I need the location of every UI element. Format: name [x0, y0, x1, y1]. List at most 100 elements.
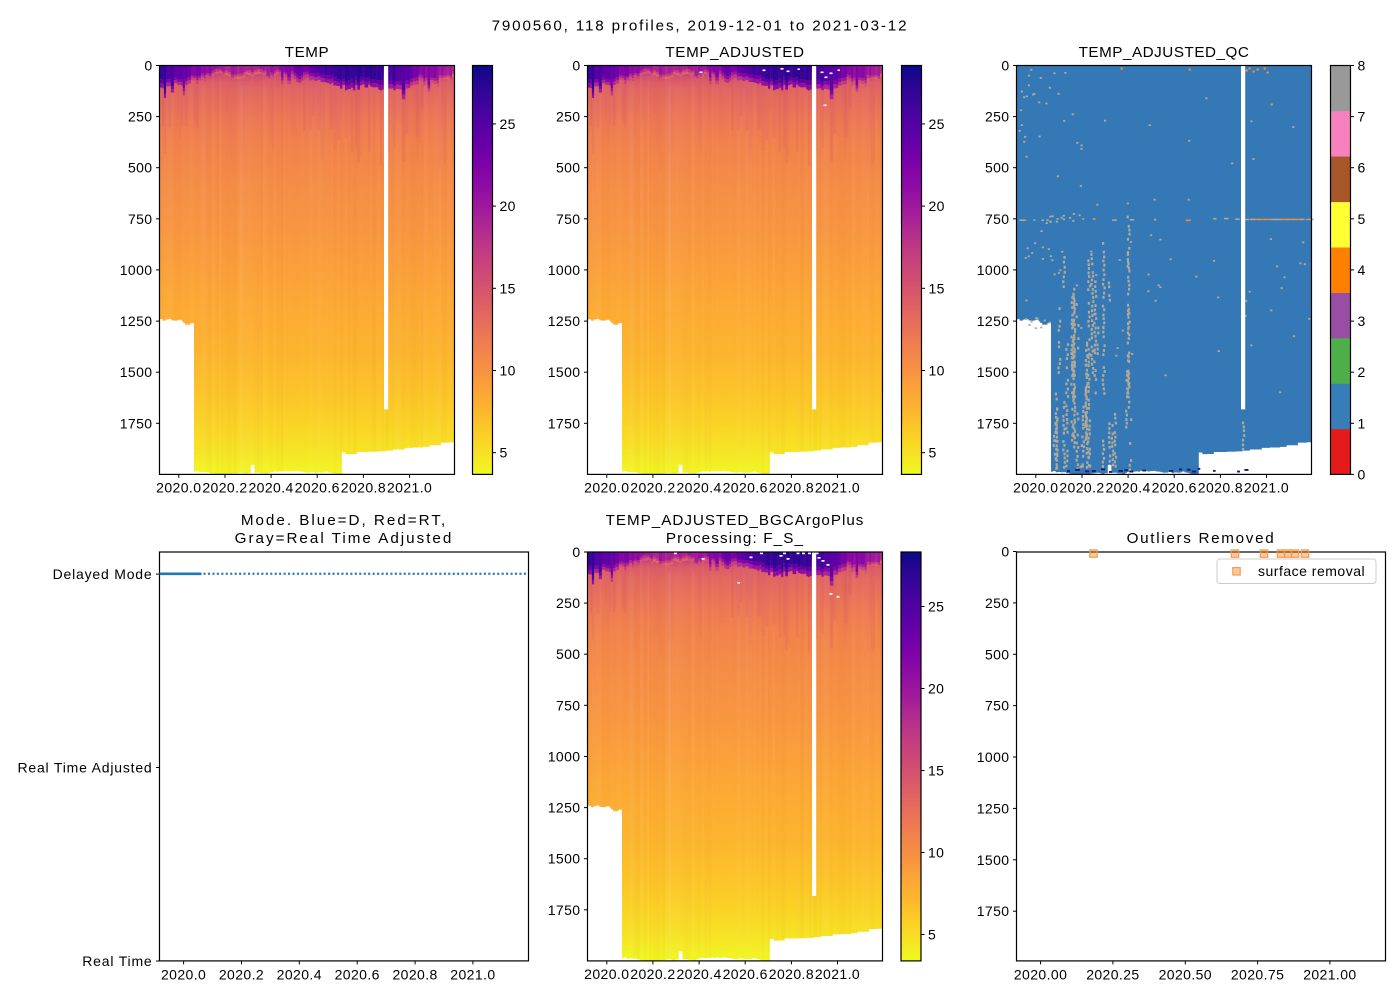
svg-text:5: 5 — [1358, 211, 1366, 227]
svg-text:TEMP_ADJUSTED_QC: TEMP_ADJUSTED_QC — [1079, 44, 1250, 61]
svg-text:5: 5 — [928, 927, 936, 943]
svg-text:2020.4: 2020.4 — [676, 480, 721, 496]
svg-text:4: 4 — [1358, 262, 1366, 278]
svg-text:Real Time Adjusted: Real Time Adjusted — [17, 760, 152, 776]
svg-text:2021.0: 2021.0 — [815, 480, 860, 496]
svg-text:250: 250 — [128, 109, 153, 125]
svg-text:2020.8: 2020.8 — [769, 480, 814, 496]
svg-text:7: 7 — [1358, 109, 1366, 125]
svg-text:2020.6: 2020.6 — [723, 966, 768, 982]
svg-text:1250: 1250 — [548, 800, 581, 816]
svg-text:TEMP: TEMP — [285, 44, 330, 61]
svg-text:0: 0 — [1001, 58, 1009, 74]
svg-text:2021.0: 2021.0 — [450, 967, 495, 983]
svg-text:2020.2: 2020.2 — [630, 966, 675, 982]
svg-text:5: 5 — [929, 445, 937, 461]
svg-text:2020.4: 2020.4 — [1105, 480, 1150, 496]
svg-text:750: 750 — [556, 211, 581, 227]
svg-text:0: 0 — [144, 58, 152, 74]
svg-text:1500: 1500 — [548, 851, 581, 867]
svg-text:TEMP_ADJUSTED_BGCArgoPlus: TEMP_ADJUSTED_BGCArgoPlus — [606, 512, 865, 529]
svg-text:250: 250 — [985, 109, 1010, 125]
svg-text:750: 750 — [985, 698, 1010, 714]
svg-text:10: 10 — [500, 363, 516, 379]
svg-text:2020.8: 2020.8 — [1198, 480, 1243, 496]
svg-text:2020.4: 2020.4 — [277, 967, 322, 983]
svg-text:1750: 1750 — [120, 415, 153, 431]
svg-text:Mode. Blue=D, Red=RT,: Mode. Blue=D, Red=RT, — [241, 512, 447, 529]
svg-text:2020.50: 2020.50 — [1159, 967, 1212, 983]
svg-text:25: 25 — [929, 116, 945, 132]
svg-text:6: 6 — [1358, 160, 1366, 176]
svg-text:10: 10 — [929, 363, 945, 379]
svg-text:1000: 1000 — [120, 262, 153, 278]
svg-text:2020.0: 2020.0 — [584, 480, 629, 496]
svg-text:250: 250 — [556, 109, 581, 125]
svg-text:2020.2: 2020.2 — [630, 480, 675, 496]
svg-text:2020.2: 2020.2 — [1059, 480, 1104, 496]
svg-text:2020.25: 2020.25 — [1086, 967, 1139, 983]
svg-text:500: 500 — [556, 160, 581, 176]
svg-text:750: 750 — [128, 211, 153, 227]
svg-text:Gray=Real Time Adjusted: Gray=Real Time Adjusted — [235, 530, 454, 547]
svg-text:2021.00: 2021.00 — [1303, 967, 1356, 983]
svg-text:Real Time: Real Time — [82, 953, 152, 969]
svg-text:1750: 1750 — [548, 415, 581, 431]
svg-text:2020.0: 2020.0 — [584, 966, 629, 982]
svg-text:7900560, 118 profiles, 2019-12: 7900560, 118 profiles, 2019-12-01 to 202… — [492, 18, 909, 35]
svg-text:2020.6: 2020.6 — [1152, 480, 1197, 496]
svg-text:TEMP_ADJUSTED: TEMP_ADJUSTED — [665, 44, 804, 61]
svg-text:1250: 1250 — [548, 313, 581, 329]
svg-text:15: 15 — [500, 280, 516, 296]
svg-text:2020.4: 2020.4 — [676, 966, 721, 982]
svg-text:2021.0: 2021.0 — [815, 966, 860, 982]
svg-text:750: 750 — [985, 211, 1010, 227]
svg-text:1750: 1750 — [548, 902, 581, 918]
svg-text:2020.0: 2020.0 — [161, 967, 206, 983]
svg-text:1000: 1000 — [977, 749, 1010, 765]
svg-text:2020.75: 2020.75 — [1231, 967, 1284, 983]
svg-text:2020.6: 2020.6 — [295, 480, 340, 496]
svg-text:250: 250 — [985, 595, 1010, 611]
svg-text:2020.8: 2020.8 — [341, 480, 386, 496]
svg-text:Processing: F_S_: Processing: F_S_ — [666, 530, 804, 547]
svg-text:2020.0: 2020.0 — [1013, 480, 1058, 496]
svg-text:0: 0 — [572, 58, 580, 74]
svg-text:1000: 1000 — [548, 262, 581, 278]
svg-text:1250: 1250 — [977, 800, 1010, 816]
svg-text:2020.6: 2020.6 — [335, 967, 380, 983]
svg-text:25: 25 — [500, 116, 516, 132]
svg-text:2020.8: 2020.8 — [392, 967, 437, 983]
svg-text:25: 25 — [928, 599, 944, 615]
svg-text:2020.6: 2020.6 — [723, 480, 768, 496]
svg-text:1250: 1250 — [120, 313, 153, 329]
svg-text:20: 20 — [928, 681, 944, 697]
svg-text:2020.2: 2020.2 — [202, 480, 247, 496]
svg-text:3: 3 — [1358, 313, 1366, 329]
svg-text:8: 8 — [1358, 58, 1366, 74]
svg-text:Delayed Mode: Delayed Mode — [53, 566, 153, 582]
svg-text:1000: 1000 — [548, 749, 581, 765]
svg-text:1750: 1750 — [977, 903, 1010, 919]
svg-text:1250: 1250 — [977, 313, 1010, 329]
svg-text:2020.8: 2020.8 — [769, 966, 814, 982]
svg-text:1500: 1500 — [977, 852, 1010, 868]
svg-text:0: 0 — [1001, 544, 1009, 560]
svg-text:10: 10 — [928, 845, 944, 861]
svg-text:20: 20 — [929, 198, 945, 214]
svg-text:20: 20 — [500, 198, 516, 214]
svg-text:750: 750 — [556, 697, 581, 713]
svg-text:2020.0: 2020.0 — [156, 480, 201, 496]
svg-text:1000: 1000 — [977, 262, 1010, 278]
svg-text:500: 500 — [985, 646, 1010, 662]
svg-text:1: 1 — [1358, 415, 1366, 431]
svg-text:5: 5 — [500, 445, 508, 461]
svg-text:1500: 1500 — [120, 364, 153, 380]
svg-text:1500: 1500 — [977, 364, 1010, 380]
svg-text:500: 500 — [985, 160, 1010, 176]
svg-text:2020.4: 2020.4 — [248, 480, 293, 496]
svg-text:15: 15 — [929, 280, 945, 296]
svg-text:0: 0 — [1358, 466, 1366, 482]
svg-text:1750: 1750 — [977, 415, 1010, 431]
svg-text:2020.2: 2020.2 — [219, 967, 264, 983]
